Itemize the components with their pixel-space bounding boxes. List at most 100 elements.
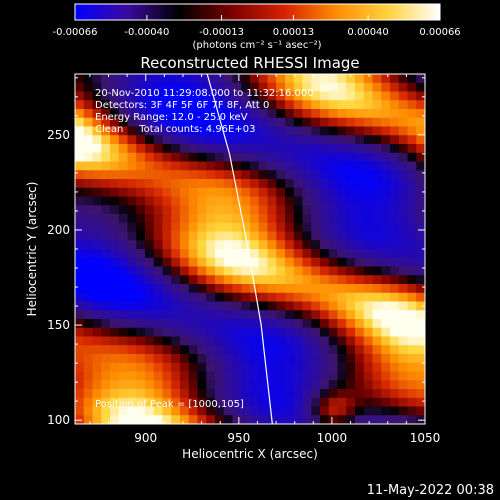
heatmap-cell <box>145 292 155 303</box>
heatmap-cell <box>285 126 295 136</box>
heatmap-cell <box>127 240 137 250</box>
heatmap-cell <box>83 389 94 399</box>
heatmap-cell <box>302 362 312 373</box>
colorbar: -0.00066 -0.00040 -0.00013 0.00013 0.00040 0.… <box>53 3 461 51</box>
heatmap-cell <box>197 179 207 189</box>
heatmap-cell <box>285 240 295 250</box>
heatmap-cell <box>328 371 339 381</box>
heatmap-cell <box>250 117 260 128</box>
heatmap-cell <box>328 205 339 215</box>
heatmap-cell <box>188 284 199 294</box>
heatmap-cell <box>320 257 330 268</box>
heatmap-cell <box>223 266 234 276</box>
heatmap-cell <box>215 319 225 329</box>
heatmap-cell <box>171 345 181 355</box>
heatmap-cell <box>328 91 339 101</box>
heatmap-cell <box>180 275 190 285</box>
heatmap-cell <box>118 222 129 233</box>
heatmap-cell <box>390 161 400 171</box>
heatmap-cell <box>188 257 199 268</box>
heatmap-cell <box>390 336 400 346</box>
heatmap-cell <box>171 266 181 276</box>
heatmap-cell <box>215 362 225 373</box>
heatmap-cell <box>258 389 269 399</box>
heatmap-cell <box>346 170 356 180</box>
heatmap-cell <box>267 144 277 154</box>
heatmap-cell <box>83 362 94 373</box>
heatmap-cell <box>83 179 94 189</box>
heatmap-cell <box>110 152 120 163</box>
heatmap-cell <box>153 187 164 198</box>
heatmap-cell <box>162 240 172 250</box>
heatmap-cell <box>285 249 295 259</box>
heatmap-cell <box>75 266 85 276</box>
heatmap-cell <box>83 249 94 259</box>
heatmap-cell <box>206 161 216 171</box>
heatmap-cell <box>241 275 251 285</box>
heatmap-cell <box>328 196 339 206</box>
heatmap-cell <box>232 100 242 110</box>
heatmap-cell <box>118 187 129 198</box>
heatmap-cell <box>83 152 94 163</box>
heatmap-cell <box>110 284 120 294</box>
heatmap-cell <box>232 117 242 128</box>
heatmap-cell <box>92 284 102 294</box>
heatmap-cell <box>381 205 391 215</box>
heatmap-cell <box>276 100 286 110</box>
heatmap-cell <box>363 319 374 329</box>
heatmap-cell <box>145 301 155 311</box>
heatmap-cell <box>215 74 225 84</box>
heatmap-cell <box>407 196 417 206</box>
heatmap-cell <box>241 179 251 189</box>
heatmap-cell <box>285 319 295 329</box>
heatmap-cell <box>328 275 339 285</box>
heatmap-cell <box>171 380 181 390</box>
heatmap-cell <box>215 117 225 128</box>
heatmap-cell <box>171 126 181 136</box>
heatmap-cell <box>188 205 199 215</box>
heatmap-cell <box>381 100 391 110</box>
heatmap-cell <box>180 126 190 136</box>
heatmap-cell <box>355 179 365 189</box>
heatmap-cell <box>83 336 94 346</box>
heatmap-cell <box>407 319 417 329</box>
heatmap-cell <box>83 214 94 224</box>
heatmap-cell <box>311 144 321 154</box>
heatmap-cell <box>363 336 374 346</box>
heatmap-cell <box>372 327 382 338</box>
heatmap-cell <box>258 371 269 381</box>
heatmap-cell <box>136 319 146 329</box>
heatmap-cell <box>153 170 164 180</box>
heatmap-cell <box>232 310 242 320</box>
heatmap-cell <box>162 284 172 294</box>
heatmap-cell <box>197 371 207 381</box>
heatmap-cell <box>285 380 295 390</box>
heatmap-cell <box>355 319 365 329</box>
heatmap-cell <box>75 91 85 101</box>
heatmap-cell <box>232 266 242 276</box>
heatmap-cell <box>328 249 339 259</box>
heatmap-cell <box>171 135 181 145</box>
heatmap-cell <box>355 362 365 373</box>
heatmap-cell <box>390 257 400 268</box>
heatmap-cell <box>241 380 251 390</box>
heatmap-cell <box>197 126 207 136</box>
heatmap-cell <box>267 266 277 276</box>
heatmap-cell <box>407 240 417 250</box>
heatmap-cell <box>83 135 94 145</box>
heatmap-cell <box>75 161 85 171</box>
heatmap-cell <box>75 249 85 259</box>
heatmap-cell <box>188 249 199 259</box>
heatmap-cell <box>407 231 417 241</box>
heatmap-cell <box>223 82 234 93</box>
heatmap-cell <box>232 371 242 381</box>
heatmap-cell <box>75 82 85 93</box>
heatmap-cell <box>215 415 225 424</box>
heatmap-cell <box>285 284 295 294</box>
heatmap-cell <box>75 319 85 329</box>
heatmap-cell <box>311 100 321 110</box>
heatmap-cell <box>223 319 234 329</box>
heatmap-cell <box>118 249 129 259</box>
heatmap-cell <box>390 135 400 145</box>
heatmap-cell <box>390 301 400 311</box>
